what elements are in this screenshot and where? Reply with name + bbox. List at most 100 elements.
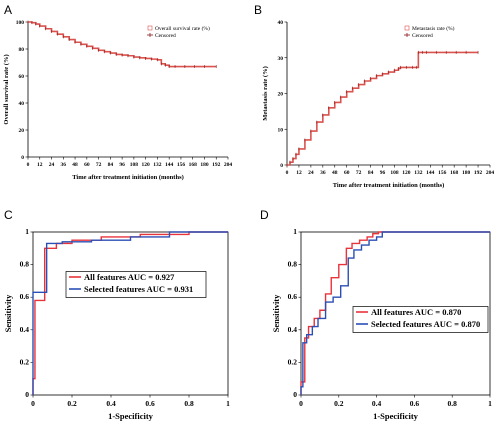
- y-axis-label: Overall survival rate (%): [3, 54, 10, 124]
- x-tick-label: 48: [72, 162, 78, 168]
- x-tick-label: 120: [142, 162, 151, 168]
- series-line-1: [32, 231, 228, 395]
- x-tick-label: 72: [96, 162, 102, 168]
- y-tick-label: 0.6: [288, 292, 298, 301]
- x-tick-label: 24: [49, 162, 55, 168]
- x-tick-label: 180: [200, 162, 209, 168]
- y-tick-label: 0.2: [288, 357, 298, 366]
- y-tick-label: 20: [19, 128, 25, 134]
- y-tick-label: 20: [278, 92, 284, 98]
- legend-label: All features AUC = 0.870: [371, 307, 461, 317]
- y-tick-label: 0.2: [20, 357, 30, 366]
- y-tick-label: 10: [278, 127, 284, 133]
- y-tick-label: 60: [19, 74, 25, 80]
- y-tick-label: 30: [278, 56, 284, 62]
- x-tick-label: 24: [308, 170, 314, 176]
- x-tick-label: 0.4: [106, 399, 116, 408]
- x-tick-label: 180: [462, 170, 471, 176]
- x-axis-label: Time after treatment initiation (months): [72, 174, 184, 181]
- x-tick-label: 192: [212, 162, 221, 168]
- legend-box: [352, 306, 489, 333]
- x-tick-label: 204: [486, 170, 495, 176]
- x-tick-label: 0.8: [184, 399, 194, 408]
- y-axis-label: Sensitivity: [3, 294, 13, 333]
- y-tick-label: 0.8: [288, 260, 298, 269]
- y-tick-label: 0.6: [20, 292, 30, 301]
- panel-letter-a: A: [4, 3, 13, 17]
- legend: All features AUC = 0.870 Selected feature…: [352, 306, 489, 333]
- legend-label: Censored: [412, 33, 433, 39]
- y-tick-label: 0: [280, 163, 283, 169]
- series-line-2: [300, 231, 490, 395]
- legend: Metastasis rate (%)Censored: [404, 24, 488, 41]
- legend: All features AUC = 0.927 Selected feature…: [65, 271, 207, 298]
- x-tick-label: 0.6: [410, 399, 420, 408]
- x-tick-label: 156: [438, 170, 447, 176]
- x-tick-label: 0.4: [372, 399, 382, 408]
- x-tick-label: 36: [61, 162, 67, 168]
- x-tick-label: 0.6: [145, 399, 155, 408]
- x-tick-label: 0: [299, 399, 303, 408]
- legend-swatch: [147, 25, 153, 31]
- legend-box: [147, 24, 231, 41]
- x-tick-label: 36: [320, 170, 326, 176]
- x-tick-label: 0: [286, 170, 289, 176]
- x-tick-label: 72: [356, 170, 362, 176]
- plot-frame: [32, 231, 229, 396]
- x-tick-label: 108: [390, 170, 399, 176]
- x-tick-label: 132: [414, 170, 423, 176]
- panel-letter-d: D: [260, 208, 269, 222]
- y-tick-label: 40: [19, 101, 25, 107]
- x-tick-label: 168: [450, 170, 459, 176]
- x-tick-label: 144: [426, 170, 435, 176]
- x-tick-label: 144: [165, 162, 174, 168]
- legend-box: [65, 271, 207, 298]
- y-tick-label: 0.4: [20, 325, 30, 334]
- chart-panel-4: 0 0.2 0.4 0.6 0.8 1 0 0.2 0.4 0.6 0.8 1 1-Specificit…: [271, 227, 492, 421]
- series-line-2: [32, 231, 228, 395]
- series-line-1: [287, 51, 479, 166]
- x-tick-label: 48: [332, 170, 338, 176]
- legend-label: Selected features AUC = 0.870: [371, 319, 480, 329]
- y-tick-label: 0: [25, 390, 29, 399]
- x-tick-label: 84: [108, 162, 114, 168]
- x-tick-label: 60: [344, 170, 350, 176]
- x-axis-label: 1-Specificity: [108, 411, 154, 421]
- y-tick-label: 80: [19, 47, 25, 53]
- x-tick-label: 12: [296, 170, 302, 176]
- x-tick-label: 168: [189, 162, 198, 168]
- x-tick-label: 132: [153, 162, 162, 168]
- x-tick-label: 96: [119, 162, 125, 168]
- y-tick-label: 0.8: [20, 260, 30, 269]
- y-tick-label: 1: [25, 227, 29, 236]
- x-tick-label: 96: [380, 170, 386, 176]
- y-tick-label: 40: [278, 20, 284, 26]
- y-tick-label: 0: [21, 155, 24, 161]
- y-axis-label: Metastasis rate (%): [262, 66, 269, 121]
- y-tick-label: 100: [16, 20, 25, 26]
- x-tick-label: 0.2: [334, 399, 344, 408]
- legend: Overall survival rate (%)Censored: [147, 24, 231, 41]
- y-tick-label: 0.4: [288, 325, 298, 334]
- x-tick-label: 0: [31, 399, 35, 408]
- x-tick-label: 204: [224, 162, 233, 168]
- x-tick-label: 108: [130, 162, 139, 168]
- x-tick-label: 120: [402, 170, 411, 176]
- panel-letter-b: B: [254, 3, 263, 17]
- legend-label: Overall survival rate (%): [155, 25, 210, 32]
- chart-panel-2: 0 12 24 36 48 60 72 84 96 108 120 132 144 156 168 180 19…: [262, 20, 494, 189]
- x-tick-label: 0.2: [67, 399, 77, 408]
- chart-panel-3: 0 0.2 0.4 0.6 0.8 1 0 0.2 0.4 0.6 0.8 1 1-Specificit…: [3, 227, 230, 421]
- legend-label: All features AUC = 0.927: [84, 272, 175, 282]
- legend-box: [404, 24, 488, 41]
- legend-label: Selected features AUC = 0.931: [84, 284, 193, 294]
- y-tick-label: 1: [293, 227, 297, 236]
- x-tick-label: 60: [84, 162, 90, 168]
- series-line-1: [300, 231, 490, 395]
- chart-panel-1: 0 12 24 36 48 60 72 84 96 108 120 132 144 156 168 180 19…: [3, 20, 232, 181]
- y-axis-label: Sensitivity: [271, 294, 281, 333]
- legend-swatch: [404, 25, 410, 31]
- x-tick-label: 1: [226, 399, 230, 408]
